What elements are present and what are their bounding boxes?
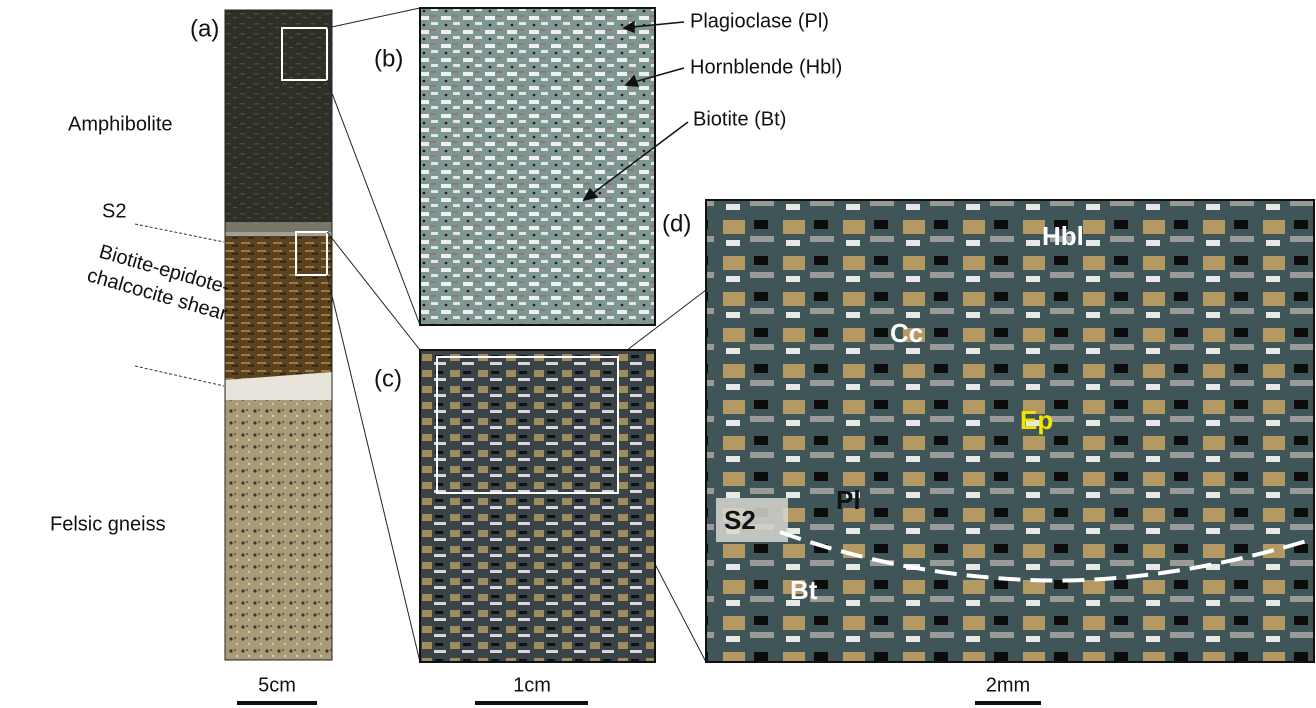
core-label: S2 <box>102 200 126 222</box>
core-label: Felsic gneiss <box>50 513 166 535</box>
mineral-label: Ep <box>1020 405 1053 435</box>
panel-label: (c) <box>374 365 402 392</box>
thin-section-c <box>420 350 655 662</box>
mineral-callout: Biotite (Bt) <box>693 108 786 130</box>
scale-label: 1cm <box>513 674 551 696</box>
mineral-label: S2 <box>724 505 756 535</box>
scale-label: 5cm <box>258 674 296 696</box>
panel-label: (b) <box>374 45 403 72</box>
core-photo <box>225 10 332 660</box>
mineral-callout: Hornblende (Hbl) <box>690 56 842 78</box>
figure: (a) (b) (c) (d) Amphibolite S2 Biotite-e… <box>0 0 1316 708</box>
thin-section-b <box>420 8 655 325</box>
panel-label: (d) <box>662 210 691 237</box>
mineral-label: Pl <box>836 485 861 515</box>
mineral-callout: Plagioclase (Pl) <box>690 10 829 32</box>
scale-label: 2mm <box>986 674 1030 696</box>
mineral-label: Bt <box>790 575 818 605</box>
core-label: Amphibolite <box>68 113 173 135</box>
scale-bars <box>237 701 1041 705</box>
panel-label: (a) <box>190 15 219 42</box>
core-label-rotated: Biotite-epidote- chalcocite shear <box>85 239 237 325</box>
mineral-label: Cc <box>890 318 923 348</box>
mineral-label: Hbl <box>1042 221 1084 251</box>
